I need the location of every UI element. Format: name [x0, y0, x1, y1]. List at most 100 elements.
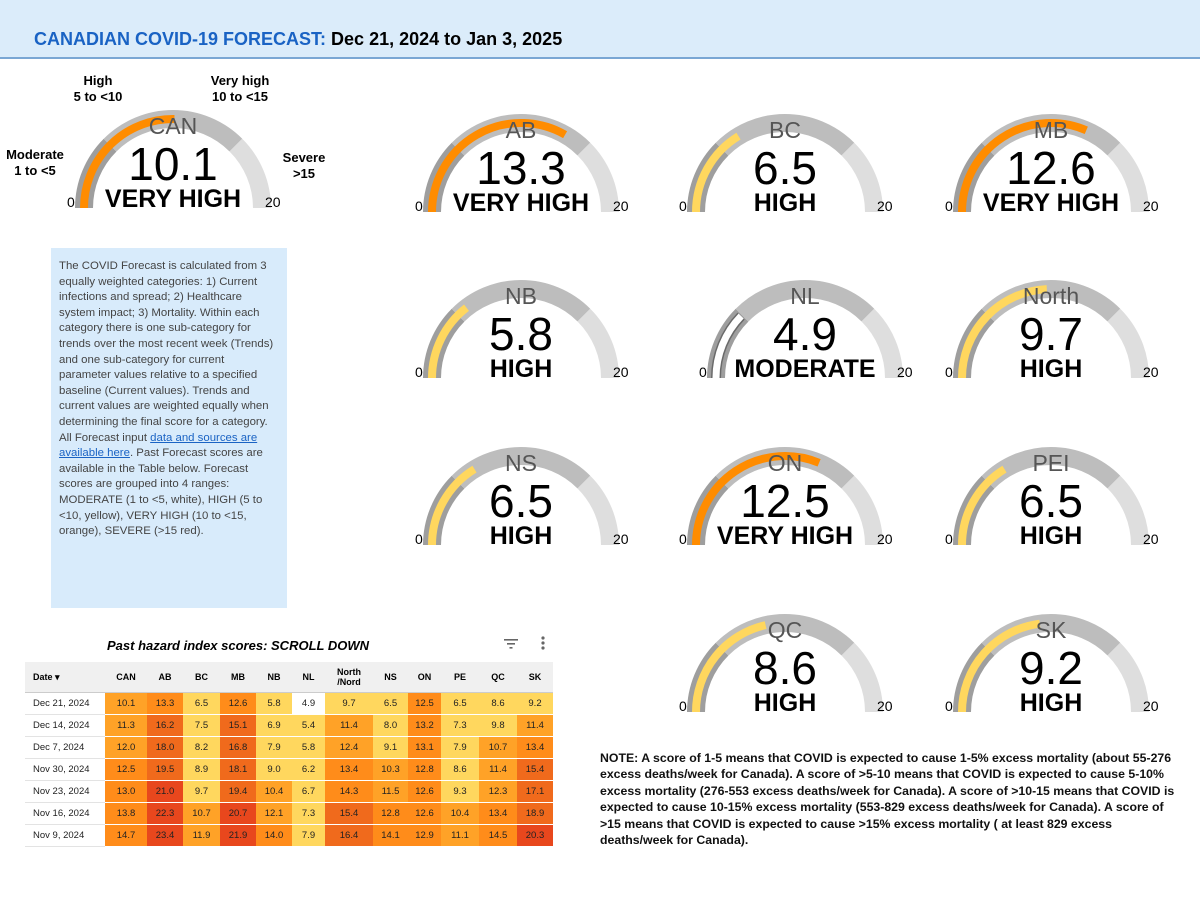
gauge-min-label: 0: [679, 698, 687, 714]
score-cell: 12.5: [105, 758, 147, 781]
score-cell: 12.6: [408, 802, 441, 825]
column-header[interactable]: NS: [373, 662, 408, 693]
column-header[interactable]: CAN: [105, 662, 147, 693]
column-header[interactable]: SK: [517, 662, 553, 693]
more-options-icon[interactable]: [535, 636, 551, 655]
score-cell: 8.9: [183, 758, 220, 781]
column-header[interactable]: NL: [292, 662, 325, 693]
row-date: Nov 30, 2024: [25, 758, 105, 781]
score-cell: 4.9: [292, 692, 325, 715]
gauge-min-label: 0: [699, 364, 707, 380]
score-cell: 11.4: [479, 758, 517, 781]
gauge-band-2: [172, 110, 243, 152]
gauge-value: 10.1: [128, 138, 218, 190]
date-header-label: Date: [33, 671, 53, 682]
legend-high-range: 5 to <10: [73, 89, 123, 104]
score-cell: 13.4: [325, 758, 373, 781]
legend-very-high-name: Very high: [210, 73, 270, 88]
score-cell: 9.7: [183, 780, 220, 803]
gauge-level: HIGH: [753, 189, 817, 217]
gauge-max-label: 20: [1143, 198, 1159, 214]
sort-down-icon[interactable]: ▾: [55, 671, 60, 682]
gauge-band-2: [1050, 280, 1121, 322]
gauge-min-label: 0: [945, 198, 953, 214]
gauge-bc: BC 6.5 HIGH 0 20: [670, 97, 900, 237]
gauge-level: VERY HIGH: [716, 522, 854, 550]
info-text-after: . Past Forecast scores are available in …: [59, 447, 263, 538]
score-cell: 13.1: [408, 736, 441, 759]
column-header[interactable]: NB: [256, 662, 292, 693]
date-column-header[interactable]: Date ▾: [25, 662, 105, 693]
gauge-band-2: [520, 280, 591, 322]
gauge-min-label: 0: [415, 531, 423, 547]
column-header[interactable]: AB: [147, 662, 183, 693]
gauge-band-1: [735, 280, 806, 322]
score-cell: 9.0: [256, 758, 292, 781]
score-cell: 17.1: [517, 780, 553, 803]
gauge-band-3: [1107, 475, 1149, 546]
column-header[interactable]: BC: [183, 662, 220, 693]
score-cell: 9.8: [479, 714, 517, 737]
gauge-bc-arc: [687, 114, 883, 213]
score-cell: 6.5: [441, 692, 479, 715]
score-cell: 13.4: [479, 802, 517, 825]
column-header[interactable]: QC: [479, 662, 517, 693]
gauge-north: North 9.7 HIGH 0 20: [936, 263, 1166, 403]
score-cell: 18.1: [220, 758, 256, 781]
data-sources-link[interactable]: data and sources are available here: [59, 431, 258, 460]
gauge-value: 6.5: [753, 142, 817, 194]
gauge-level: HIGH: [489, 522, 553, 550]
gauge-band-3: [1107, 142, 1149, 213]
score-cell: 13.3: [147, 692, 183, 715]
info-panel: The COVID Forecast is calculated from 3 …: [51, 248, 287, 608]
table-row: Nov 9, 2024 14.7 23.4 11.9 21.9 14.0 7.9 16.4 14…: [25, 824, 553, 847]
score-cell: 13.2: [408, 714, 441, 737]
gauge-value: 12.6: [1006, 142, 1096, 194]
gauge-level: HIGH: [1019, 355, 1083, 383]
score-cell: 14.1: [373, 824, 408, 847]
legend-very-high: Very high 10 to <15: [199, 73, 281, 105]
score-cell: 7.9: [292, 824, 325, 847]
column-header[interactable]: MB: [220, 662, 256, 693]
gauge-band-2: [520, 447, 591, 489]
gauge-value-bar: [692, 621, 767, 713]
gauge-band-2: [804, 280, 875, 322]
gauge-band-3: [841, 475, 883, 546]
row-date: Nov 9, 2024: [25, 824, 105, 847]
score-cell: 23.4: [147, 824, 183, 847]
gauge-value-bar: [958, 465, 1007, 546]
legend-moderate-range: 1 to <5: [14, 163, 56, 178]
filter-icon[interactable]: [503, 637, 519, 655]
gauge-ab: AB 13.3 VERY HIGH 0 20: [406, 97, 636, 237]
gauge-band-2: [784, 614, 855, 656]
score-cell: 13.0: [105, 780, 147, 803]
score-cell: 10.7: [183, 802, 220, 825]
score-cell: 12.0: [105, 736, 147, 759]
gauge-min-label: 0: [415, 198, 423, 214]
score-cell: 12.6: [408, 780, 441, 803]
mortality-note: NOTE: A score of 1-5 means that COVID is…: [600, 751, 1175, 848]
score-cell: 16.8: [220, 736, 256, 759]
score-cell: 20.7: [220, 802, 256, 825]
gauge-max-label: 20: [1143, 531, 1159, 547]
gauge-on-arc: [687, 447, 883, 546]
table-toolbar: [503, 636, 551, 655]
table-row: Nov 16, 2024 13.8 22.3 10.7 20.7 12.1 7.3 15.4 1…: [25, 802, 553, 825]
column-header[interactable]: PE: [441, 662, 479, 693]
score-cell: 20.3: [517, 824, 553, 847]
gauge-band-2: [1050, 614, 1121, 656]
score-cell: 7.5: [183, 714, 220, 737]
gauge-max-label: 20: [897, 364, 913, 380]
gauge-region-label: North: [1022, 283, 1080, 309]
gauge-max-label: 20: [877, 198, 893, 214]
gauge-min-label: 0: [945, 531, 953, 547]
table-row: Dec 7, 2024 12.0 18.0 8.2 16.8 7.9 5.8 12.4 9.1 1…: [25, 736, 553, 759]
gauge-mb: MB 12.6 VERY HIGH 0 20: [936, 97, 1166, 237]
gauge-max-label: 20: [613, 198, 629, 214]
score-cell: 16.4: [325, 824, 373, 847]
gauge-mb-arc: [953, 114, 1149, 213]
score-cell: 6.5: [373, 692, 408, 715]
column-header[interactable]: ON: [408, 662, 441, 693]
column-header[interactable]: North/Nord: [325, 662, 373, 693]
gauge-value-bar: [692, 132, 741, 213]
